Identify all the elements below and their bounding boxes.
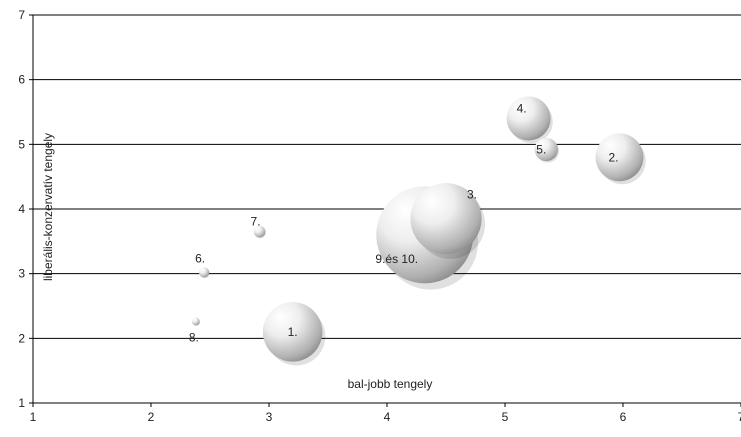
axes: [29, 14, 741, 407]
bubble: [198, 267, 210, 278]
bubble-label: 8.: [189, 331, 199, 345]
x-tick-label: 5: [502, 410, 509, 424]
bubble-labels: 1. 2. 3. 4. 5. 6. 7. 8. 9.és 10.: [189, 101, 619, 344]
bubble: [262, 302, 323, 362]
x-tick-label: 3: [266, 410, 273, 424]
y-tick-label: 5: [18, 137, 25, 151]
y-axis-title: liberális-konzervatív tengely: [41, 133, 55, 281]
bubble: [253, 225, 266, 238]
bubble-label: 9.és 10.: [375, 252, 418, 266]
bubble-label: 1.: [288, 325, 298, 339]
bubble-label: 3.: [467, 188, 477, 202]
bubble-label: 6.: [195, 251, 205, 265]
y-tick-label: 7: [18, 8, 25, 22]
bubbles: [191, 96, 646, 366]
bubble-label: 5.: [536, 143, 546, 157]
y-tick-label: 6: [18, 73, 25, 87]
y-tick-label: 2: [18, 331, 25, 345]
bubble-label: 4.: [517, 101, 527, 115]
x-tick-label: 2: [148, 410, 155, 424]
x-tick-label: 4: [384, 410, 391, 424]
x-tick-label: 6: [620, 410, 627, 424]
y-tick-label: 1: [18, 396, 25, 410]
bubble: [410, 183, 482, 255]
y-tick-label: 3: [18, 267, 25, 281]
bubble: [595, 133, 644, 182]
bubble-label: 2.: [608, 150, 618, 164]
bubble: [534, 137, 558, 162]
x-axis-title: bal-jobb tengely: [348, 377, 433, 391]
bubble: [506, 96, 551, 141]
x-tick-label: 7: [738, 410, 741, 424]
x-tick-label: 1: [30, 410, 37, 424]
bubble: [191, 317, 200, 326]
tick-labels: 1 2 3 4 5 6 7 1 2 3 4 5 6 7: [18, 8, 741, 424]
bubble-label: 7.: [251, 215, 261, 229]
y-tick-label: 4: [18, 202, 25, 216]
